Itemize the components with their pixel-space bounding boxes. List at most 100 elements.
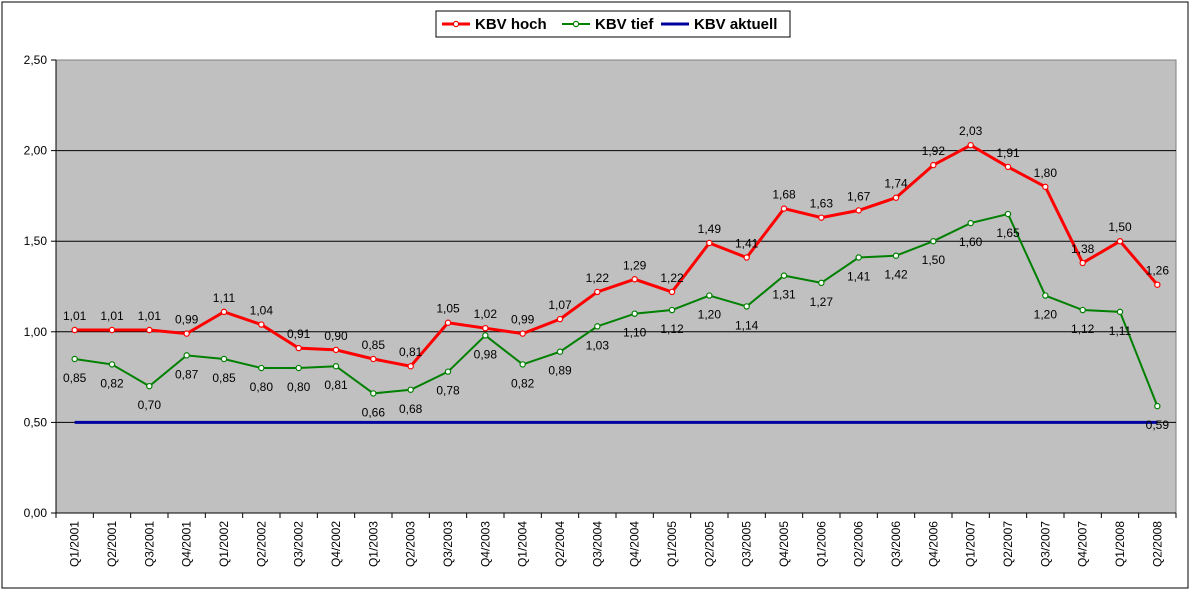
point-kbv-tief — [706, 292, 713, 299]
legend-label: KBV tief — [595, 16, 654, 33]
data-label-kbv-hoch: 1,67 — [847, 189, 871, 203]
data-label-kbv-hoch: 1,01 — [138, 309, 162, 323]
x-tick-label: Q2/2006 — [852, 521, 866, 567]
point-kbv-hoch — [892, 194, 900, 201]
data-label-kbv-hoch: 0,85 — [362, 338, 386, 352]
data-label-kbv-tief: 0,70 — [138, 398, 162, 412]
x-tick-label: Q2/2003 — [404, 521, 418, 567]
point-kbv-tief — [1004, 210, 1012, 218]
data-label-kbv-hoch: 1,05 — [436, 302, 460, 316]
point-kbv-tief — [1079, 306, 1086, 314]
x-tick-label: Q3/2006 — [889, 521, 903, 567]
point-kbv-tief — [967, 219, 974, 227]
data-label-kbv-hoch: 2,03 — [959, 124, 983, 138]
data-label-kbv-tief: 0,85 — [212, 371, 236, 385]
data-label-kbv-tief: 1,20 — [698, 308, 722, 322]
data-label-kbv-hoch: 1,74 — [884, 177, 908, 191]
point-kbv-tief — [258, 364, 265, 372]
data-label-kbv-hoch: 1,92 — [922, 144, 946, 158]
data-label-kbv-tief: 1,20 — [1034, 308, 1058, 322]
legend-entry-kbv-tief: KBV tief — [562, 16, 654, 33]
point-kbv-tief — [407, 386, 414, 393]
point-kbv-tief — [892, 252, 900, 259]
point-kbv-hoch — [519, 330, 526, 337]
point-kbv-hoch — [780, 205, 788, 212]
point-kbv-tief — [295, 364, 302, 372]
x-tick-label: Q2/2007 — [1001, 521, 1015, 567]
data-label-kbv-tief: 1,41 — [847, 270, 871, 284]
data-label-kbv-hoch: 1,22 — [660, 271, 684, 285]
point-kbv-hoch — [444, 319, 452, 326]
x-tick-label: Q1/2008 — [1113, 521, 1127, 567]
y-tick-label: 2,00 — [24, 144, 48, 158]
data-label-kbv-hoch: 0,90 — [324, 329, 348, 343]
y-tick-label: 2,50 — [24, 53, 48, 67]
data-label-kbv-hoch: 1,91 — [996, 146, 1020, 160]
legend-box — [435, 10, 791, 38]
point-kbv-tief — [370, 390, 377, 397]
x-tick-label: Q1/2006 — [814, 521, 828, 567]
legend-marker — [452, 20, 460, 28]
x-tick-label: Q2/2005 — [702, 521, 716, 567]
point-kbv-hoch — [706, 239, 713, 247]
point-kbv-hoch — [967, 141, 974, 149]
x-tick-label: Q3/2005 — [740, 521, 754, 567]
data-label-kbv-hoch: 1,41 — [735, 237, 759, 251]
x-tick-label: Q1/2007 — [964, 521, 978, 567]
data-label-kbv-tief: 0,98 — [474, 347, 498, 361]
data-label-kbv-tief: 0,68 — [399, 402, 423, 416]
y-tick-label: 0,00 — [24, 506, 48, 520]
legend-marker — [572, 20, 580, 28]
point-kbv-hoch — [108, 326, 116, 334]
x-tick-label: Q3/2001 — [142, 521, 156, 567]
data-label-kbv-tief: 0,80 — [287, 380, 311, 394]
data-label-kbv-tief: 0,85 — [63, 371, 87, 385]
x-tick-label: Q3/2007 — [1038, 521, 1052, 567]
x-tick-label: Q4/2004 — [628, 521, 642, 567]
point-kbv-hoch — [818, 214, 825, 221]
x-tick-label: Q4/2002 — [329, 521, 343, 567]
point-kbv-tief — [556, 348, 564, 355]
x-tick-label: Q1/2001 — [68, 521, 82, 567]
x-tick-label: Q4/2001 — [180, 521, 194, 567]
data-label-kbv-hoch: 1,01 — [63, 309, 87, 323]
data-label-kbv-tief: 0,87 — [175, 367, 199, 381]
legend-entry-kbv-hoch: KBV hoch — [442, 16, 547, 33]
point-kbv-hoch — [183, 330, 190, 337]
data-label-kbv-tief: 1,11 — [1109, 324, 1132, 338]
legend-label: KBV hoch — [475, 16, 547, 33]
point-kbv-hoch — [1079, 259, 1086, 267]
data-label-kbv-tief: 0,82 — [100, 376, 124, 390]
point-kbv-tief — [220, 355, 228, 363]
x-tick-label: Q1/2004 — [516, 521, 530, 567]
data-label-kbv-hoch: 1,04 — [250, 304, 274, 318]
point-kbv-tief — [930, 237, 937, 245]
x-tick-label: Q1/2002 — [217, 521, 231, 567]
data-label-kbv-tief: 0,81 — [324, 378, 348, 392]
series-line-kbv-hoch — [74, 143, 1159, 368]
data-label-kbv-tief: 1,65 — [996, 226, 1020, 240]
data-label-kbv-tief: 0,89 — [548, 364, 572, 378]
data-label-kbv-hoch: 1,22 — [586, 271, 610, 285]
data-label-kbv-hoch: 0,91 — [287, 327, 311, 341]
point-kbv-tief — [332, 363, 340, 370]
point-kbv-hoch — [594, 288, 601, 296]
point-kbv-tief — [743, 303, 750, 310]
point-kbv-tief — [818, 279, 825, 287]
x-tick-label: Q4/2005 — [777, 521, 791, 567]
data-label-kbv-tief: 0,59 — [1146, 418, 1170, 432]
data-label-kbv-tief: 1,42 — [884, 268, 908, 282]
data-label-kbv-hoch: 1,02 — [474, 307, 498, 321]
data-label-kbv-tief: 1,12 — [1071, 322, 1095, 336]
point-kbv-tief — [594, 323, 601, 330]
x-tick-label: Q3/2004 — [590, 521, 604, 567]
data-label-kbv-hoch: 1,49 — [698, 222, 722, 236]
data-label-kbv-tief: 1,12 — [660, 322, 684, 336]
data-label-kbv-tief: 1,60 — [959, 235, 983, 249]
y-tick-label: 0,50 — [24, 415, 48, 429]
y-tick-label: 1,00 — [24, 325, 48, 339]
point-kbv-tief — [631, 310, 638, 317]
point-kbv-hoch — [930, 161, 937, 169]
